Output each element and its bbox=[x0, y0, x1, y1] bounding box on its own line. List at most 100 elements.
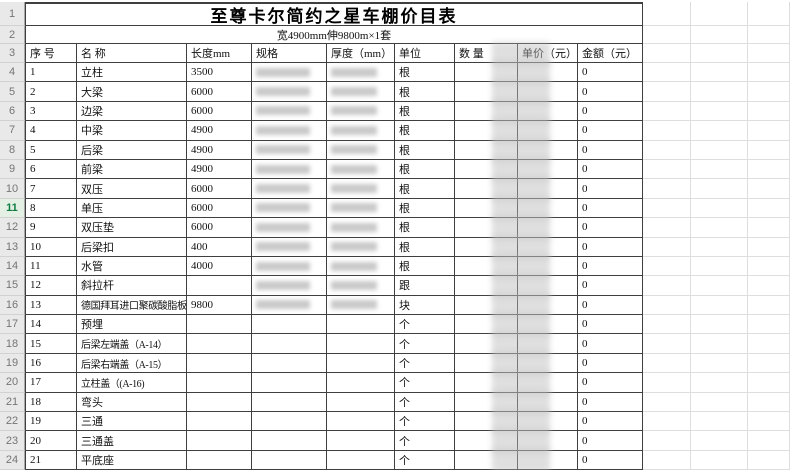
length-cell[interactable] bbox=[187, 412, 252, 432]
column-header-amount[interactable]: 金额（元） bbox=[578, 44, 643, 63]
length-cell[interactable]: 4000 bbox=[187, 256, 252, 277]
empty-grid-cell[interactable] bbox=[748, 256, 790, 277]
row-number-cell[interactable]: 17 bbox=[0, 315, 25, 335]
amount-cell[interactable]: 0 bbox=[578, 431, 643, 451]
quantity-cell[interactable] bbox=[455, 63, 518, 83]
empty-grid-cell[interactable] bbox=[748, 2, 790, 26]
empty-grid-cell[interactable] bbox=[643, 140, 691, 160]
length-cell[interactable]: 4900 bbox=[187, 121, 252, 141]
empty-grid-cell[interactable] bbox=[643, 315, 691, 335]
unit-cell[interactable]: 根 bbox=[395, 121, 455, 141]
unit-cell[interactable]: 根 bbox=[395, 218, 455, 238]
quantity-cell[interactable] bbox=[455, 315, 518, 335]
empty-grid-cell[interactable] bbox=[748, 237, 790, 257]
unit-cell[interactable]: 根 bbox=[395, 63, 455, 83]
unit-cell[interactable]: 根 bbox=[395, 237, 455, 257]
serial-cell[interactable]: 18 bbox=[25, 392, 77, 413]
row-number-cell[interactable]: 24 bbox=[0, 450, 25, 470]
thickness-cell[interactable] bbox=[327, 218, 395, 238]
spec-cell[interactable] bbox=[252, 412, 327, 432]
thickness-cell[interactable] bbox=[327, 198, 395, 219]
empty-grid-cell[interactable] bbox=[691, 237, 748, 257]
quantity-cell[interactable] bbox=[455, 373, 518, 393]
empty-grid-cell[interactable] bbox=[748, 179, 790, 199]
amount-cell[interactable]: 0 bbox=[578, 276, 643, 296]
spec-cell[interactable] bbox=[252, 431, 327, 451]
spec-cell[interactable] bbox=[252, 334, 327, 354]
unit-cell[interactable]: 个 bbox=[395, 373, 455, 393]
quantity-cell[interactable] bbox=[455, 256, 518, 277]
row-number-cell[interactable]: 13 bbox=[0, 237, 25, 257]
unit-cell[interactable]: 个 bbox=[395, 353, 455, 374]
unit-cell[interactable]: 个 bbox=[395, 315, 455, 335]
row-number-cell[interactable]: 20 bbox=[0, 373, 25, 393]
unit-price-cell[interactable] bbox=[518, 140, 578, 160]
amount-cell[interactable]: 0 bbox=[578, 373, 643, 393]
row-number-cell[interactable]: 15 bbox=[0, 276, 25, 296]
spec-cell[interactable] bbox=[252, 373, 327, 393]
empty-grid-cell[interactable] bbox=[643, 353, 691, 374]
row-number-cell[interactable]: 23 bbox=[0, 431, 25, 451]
quantity-cell[interactable] bbox=[455, 276, 518, 296]
quantity-cell[interactable] bbox=[455, 450, 518, 470]
spec-cell[interactable] bbox=[252, 101, 327, 122]
unit-price-cell[interactable] bbox=[518, 276, 578, 296]
spec-cell[interactable] bbox=[252, 179, 327, 199]
length-cell[interactable]: 6000 bbox=[187, 198, 252, 219]
quantity-cell[interactable] bbox=[455, 179, 518, 199]
unit-price-cell[interactable] bbox=[518, 373, 578, 393]
empty-grid-cell[interactable] bbox=[691, 26, 748, 44]
empty-grid-cell[interactable] bbox=[748, 198, 790, 219]
quantity-cell[interactable] bbox=[455, 82, 518, 102]
unit-price-cell[interactable] bbox=[518, 334, 578, 354]
thickness-cell[interactable] bbox=[327, 237, 395, 257]
spec-cell[interactable] bbox=[252, 295, 327, 316]
spec-cell[interactable] bbox=[252, 353, 327, 374]
unit-price-cell[interactable] bbox=[518, 256, 578, 277]
unit-price-cell[interactable] bbox=[518, 121, 578, 141]
empty-grid-cell[interactable] bbox=[643, 373, 691, 393]
unit-cell[interactable]: 根 bbox=[395, 159, 455, 180]
spec-cell[interactable] bbox=[252, 198, 327, 219]
row-number-cell[interactable]: 12 bbox=[0, 218, 25, 238]
row-number-cell[interactable]: 22 bbox=[0, 412, 25, 432]
column-header-serial[interactable]: 序 号 bbox=[25, 44, 77, 63]
empty-grid-cell[interactable] bbox=[643, 431, 691, 451]
name-cell[interactable]: 平底座 bbox=[77, 450, 187, 470]
serial-cell[interactable]: 10 bbox=[25, 237, 77, 257]
empty-grid-cell[interactable] bbox=[748, 82, 790, 102]
amount-cell[interactable]: 0 bbox=[578, 353, 643, 374]
spec-cell[interactable] bbox=[252, 82, 327, 102]
amount-cell[interactable]: 0 bbox=[578, 412, 643, 432]
serial-cell[interactable]: 19 bbox=[25, 412, 77, 432]
serial-cell[interactable]: 20 bbox=[25, 431, 77, 451]
empty-grid-cell[interactable] bbox=[691, 159, 748, 180]
spec-cell[interactable] bbox=[252, 159, 327, 180]
unit-cell[interactable]: 个 bbox=[395, 334, 455, 354]
empty-grid-cell[interactable] bbox=[643, 218, 691, 238]
name-cell[interactable]: 后梁 bbox=[77, 140, 187, 160]
column-header-unit[interactable]: 单位 bbox=[395, 44, 455, 63]
thickness-cell[interactable] bbox=[327, 392, 395, 413]
unit-cell[interactable]: 根 bbox=[395, 101, 455, 122]
empty-grid-cell[interactable] bbox=[748, 295, 790, 316]
empty-grid-cell[interactable] bbox=[643, 63, 691, 83]
serial-cell[interactable]: 7 bbox=[25, 179, 77, 199]
quantity-cell[interactable] bbox=[455, 412, 518, 432]
column-header-unit-price[interactable]: 单价（元） bbox=[518, 44, 578, 63]
serial-cell[interactable]: 14 bbox=[25, 315, 77, 335]
name-cell[interactable]: 三通 bbox=[77, 412, 187, 432]
empty-grid-cell[interactable] bbox=[691, 121, 748, 141]
length-cell[interactable] bbox=[187, 334, 252, 354]
amount-cell[interactable]: 0 bbox=[578, 63, 643, 83]
length-cell[interactable]: 6000 bbox=[187, 101, 252, 122]
spec-cell[interactable] bbox=[252, 276, 327, 296]
empty-grid-cell[interactable] bbox=[748, 353, 790, 374]
length-cell[interactable] bbox=[187, 353, 252, 374]
name-cell[interactable]: 中梁 bbox=[77, 121, 187, 141]
unit-cell[interactable]: 块 bbox=[395, 295, 455, 316]
quantity-cell[interactable] bbox=[455, 198, 518, 219]
row-number-cell[interactable]: 3 bbox=[0, 44, 25, 63]
amount-cell[interactable]: 0 bbox=[578, 218, 643, 238]
unit-price-cell[interactable] bbox=[518, 450, 578, 470]
